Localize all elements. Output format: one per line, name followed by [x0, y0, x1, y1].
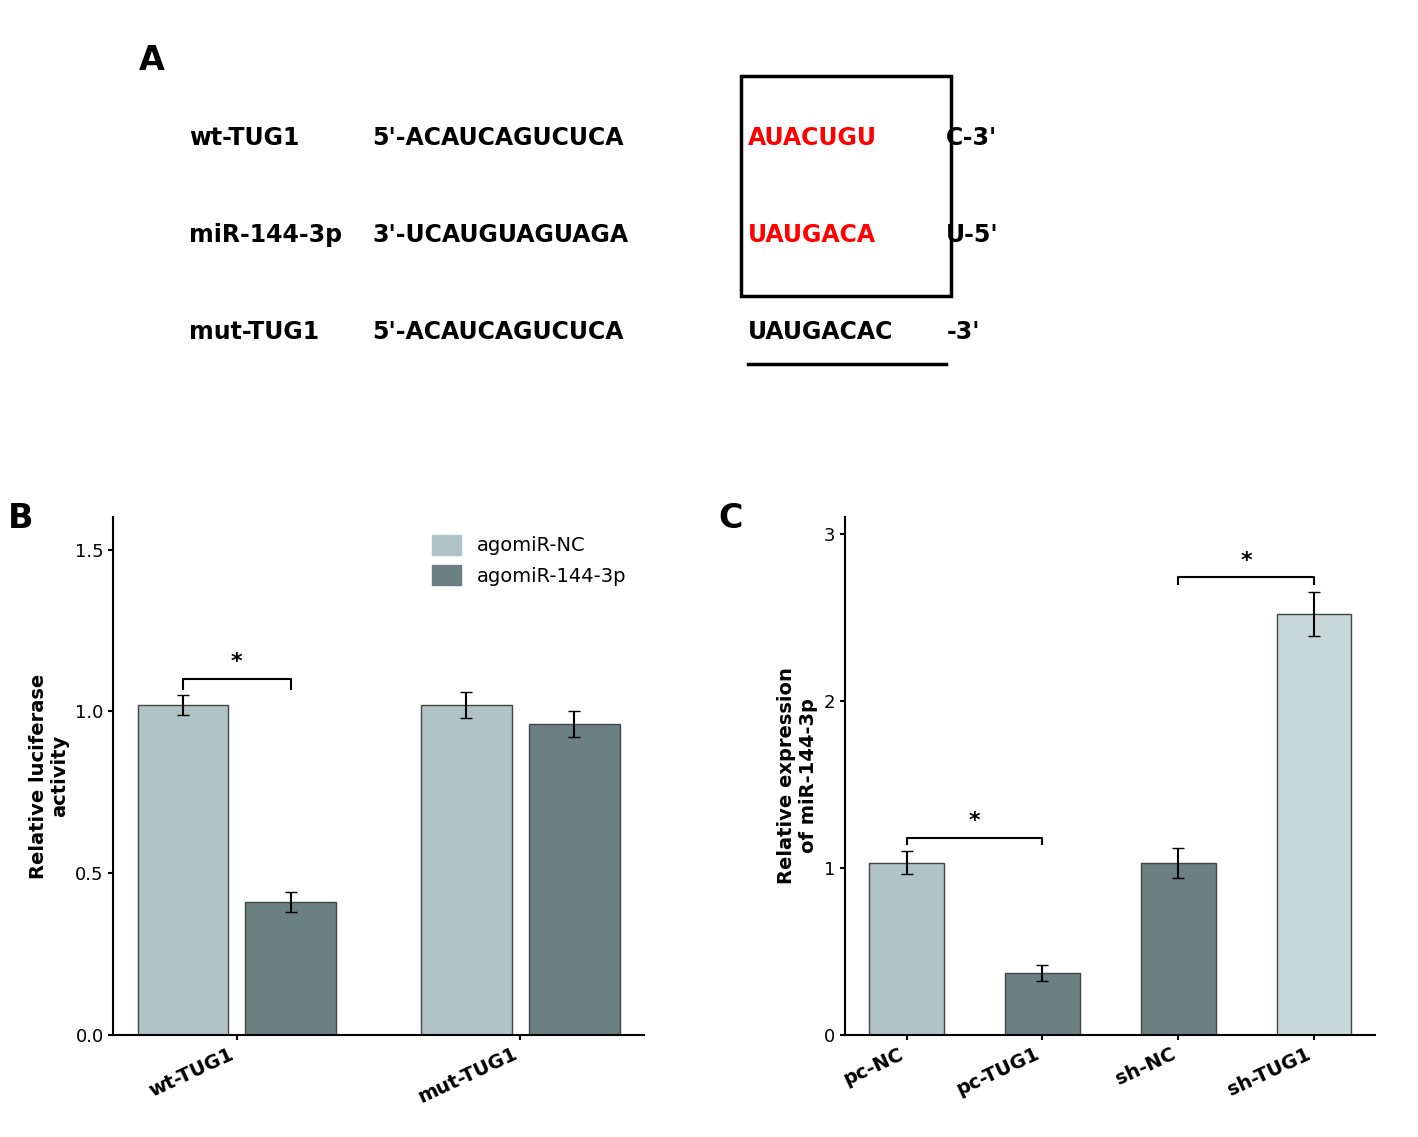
Text: UAUGACAC: UAUGACAC: [749, 319, 893, 343]
Text: -3': -3': [946, 319, 980, 343]
Text: C: C: [718, 501, 743, 534]
Bar: [869, 863, 944, 1035]
Bar: [1005, 973, 1079, 1035]
Bar: [1276, 614, 1351, 1035]
Text: 3'-UCAUGUAGUAGA: 3'-UCAUGUAGUAGA: [372, 223, 628, 247]
Y-axis label: Relative luciferase
activity: Relative luciferase activity: [28, 673, 69, 879]
Text: wt-TUG1: wt-TUG1: [189, 125, 299, 150]
Bar: [529, 724, 620, 1035]
Text: U-5': U-5': [946, 223, 1000, 247]
Text: 5'-ACAUCAGUCUCA: 5'-ACAUCAGUCUCA: [372, 125, 624, 150]
Text: *: *: [1241, 550, 1252, 571]
Text: mut-TUG1: mut-TUG1: [189, 319, 319, 343]
Y-axis label: Relative expression
of miR-144-3p: Relative expression of miR-144-3p: [777, 667, 818, 885]
Text: A: A: [139, 44, 164, 77]
Text: C-3': C-3': [946, 125, 998, 150]
Legend: agomiR-NC, agomiR-144-3p: agomiR-NC, agomiR-144-3p: [424, 526, 634, 594]
Text: B: B: [7, 501, 33, 534]
Text: AUACUGU: AUACUGU: [749, 125, 878, 150]
Text: UAUGACA: UAUGACA: [749, 223, 876, 247]
Bar: [138, 705, 228, 1035]
Bar: [1141, 863, 1215, 1035]
Text: *: *: [231, 653, 242, 672]
Text: *: *: [968, 811, 980, 831]
Text: 5'-ACAUCAGUCUCA: 5'-ACAUCAGUCUCA: [372, 319, 624, 343]
Text: miR-144-3p: miR-144-3p: [189, 223, 342, 247]
Bar: [245, 902, 336, 1035]
Bar: [740, 76, 951, 296]
Bar: [421, 705, 512, 1035]
